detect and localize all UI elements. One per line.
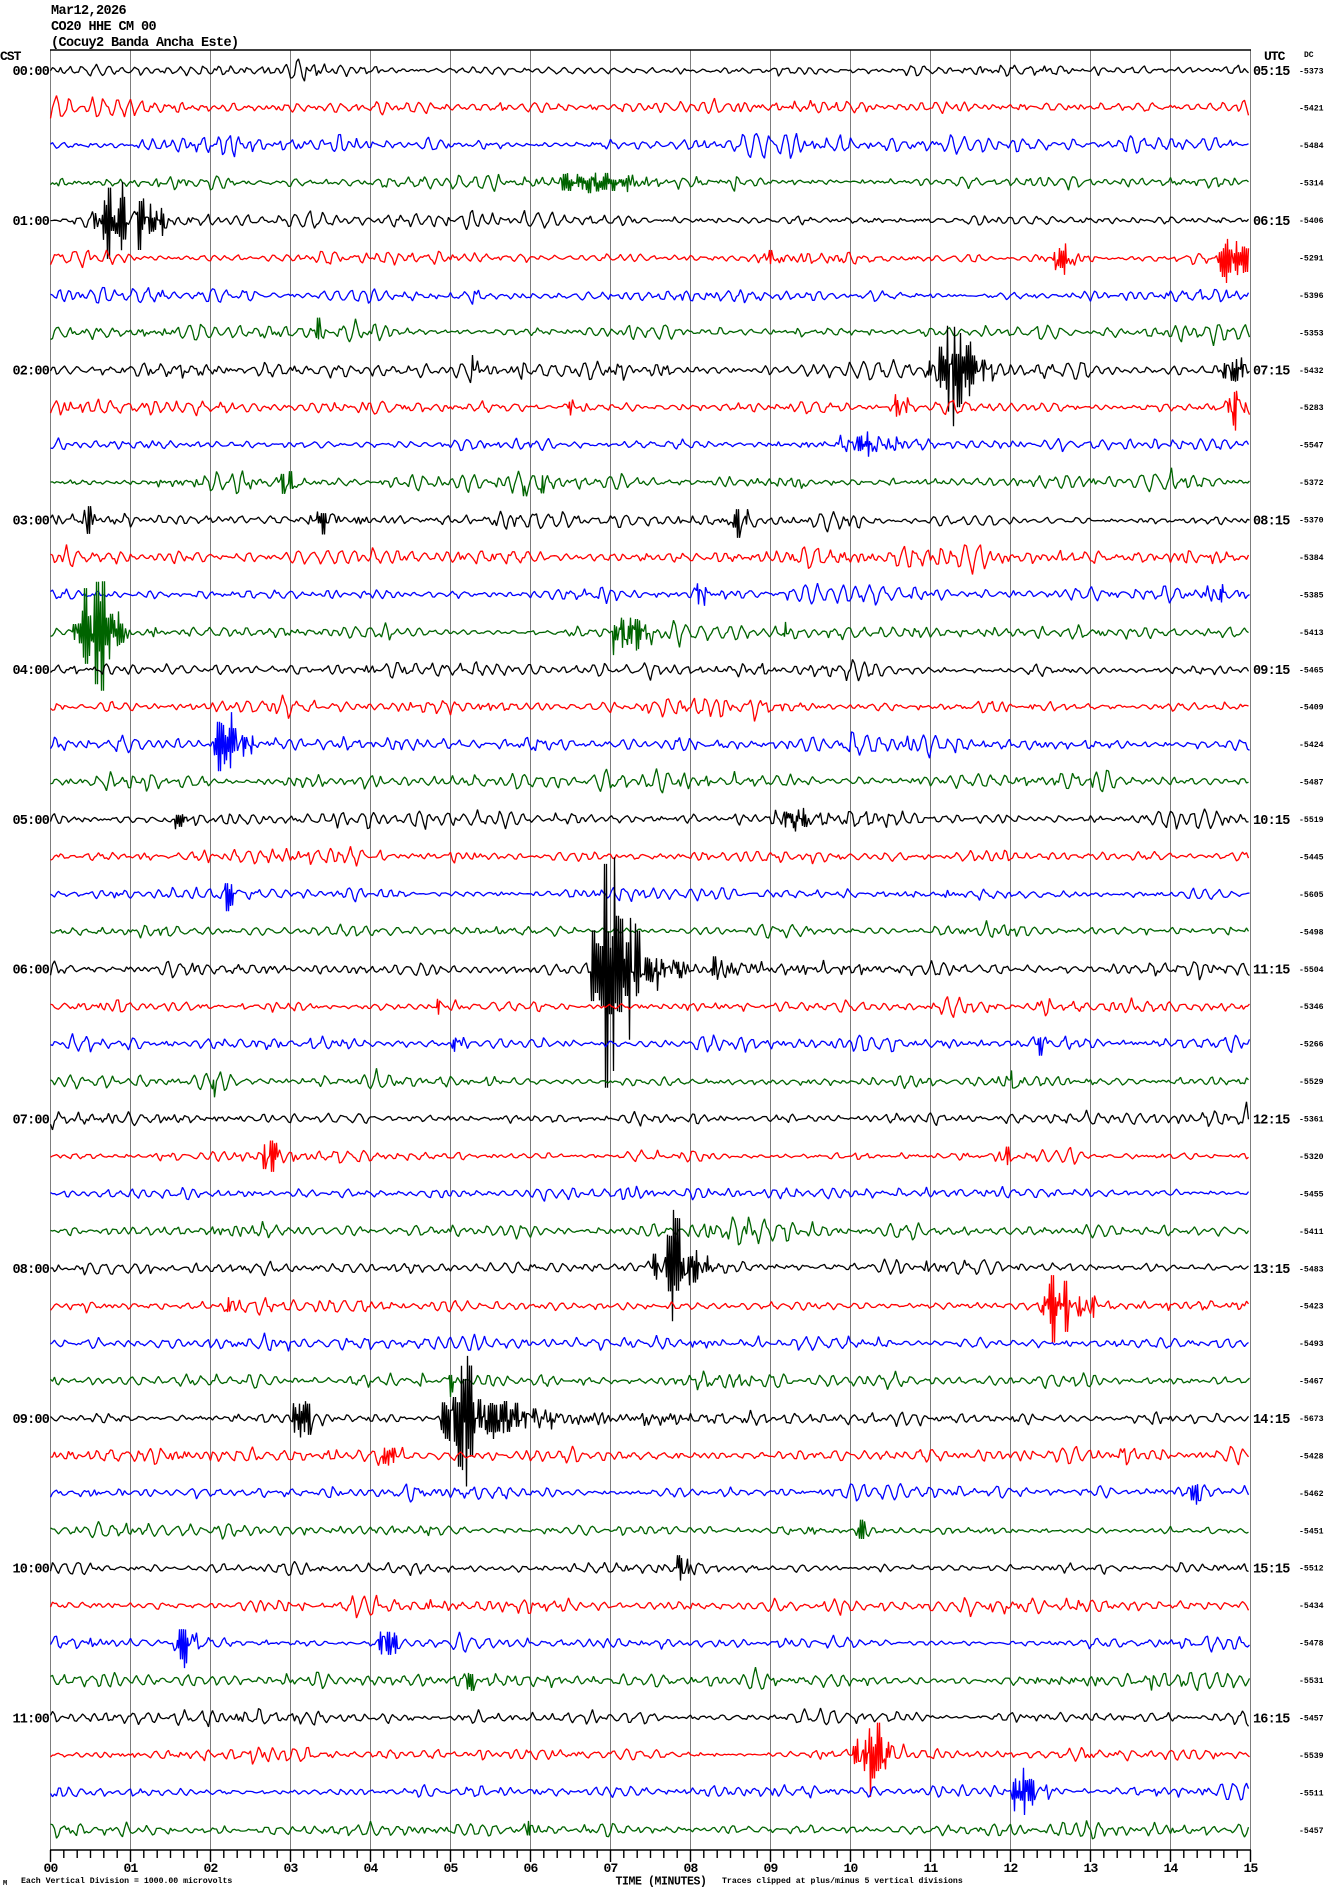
svg-text:-5370: -5370 — [1299, 517, 1324, 526]
svg-text:04:00: 04:00 — [12, 664, 49, 679]
svg-text:-5291: -5291 — [1299, 255, 1324, 264]
svg-text:06: 06 — [523, 1861, 538, 1876]
svg-text:-5483: -5483 — [1299, 1265, 1324, 1274]
svg-text:03: 03 — [283, 1861, 298, 1876]
svg-text:-5531: -5531 — [1299, 1677, 1324, 1686]
svg-text:-5457: -5457 — [1299, 1827, 1324, 1836]
svg-text:07:00: 07:00 — [12, 1113, 49, 1128]
svg-text:-5423: -5423 — [1299, 1303, 1324, 1312]
svg-text:-5673: -5673 — [1299, 1415, 1324, 1424]
svg-text:-5529: -5529 — [1299, 1078, 1324, 1087]
svg-text:08:00: 08:00 — [12, 1263, 49, 1278]
svg-text:09:15: 09:15 — [1253, 664, 1290, 679]
svg-text:05: 05 — [443, 1861, 458, 1876]
svg-text:08:15: 08:15 — [1253, 514, 1290, 529]
svg-text:-5512: -5512 — [1299, 1565, 1324, 1574]
svg-text:02:00: 02:00 — [12, 365, 49, 380]
svg-text:02: 02 — [203, 1861, 218, 1876]
svg-text:-5498: -5498 — [1299, 928, 1324, 937]
svg-text:-5396: -5396 — [1299, 292, 1324, 301]
svg-text:05:00: 05:00 — [12, 814, 49, 829]
svg-text:-5457: -5457 — [1299, 1715, 1324, 1724]
svg-text:04: 04 — [363, 1861, 378, 1876]
svg-text:-5406: -5406 — [1299, 217, 1324, 226]
svg-text:07:15: 07:15 — [1253, 365, 1290, 380]
svg-text:-5361: -5361 — [1299, 1116, 1324, 1125]
svg-text:-5462: -5462 — [1299, 1490, 1324, 1499]
svg-text:-5493: -5493 — [1299, 1340, 1324, 1349]
svg-text:09:00: 09:00 — [12, 1413, 49, 1428]
svg-text:-5478: -5478 — [1299, 1640, 1324, 1649]
svg-text:-5353: -5353 — [1299, 329, 1324, 338]
svg-text:-5428: -5428 — [1299, 1452, 1324, 1461]
svg-text:15:15: 15:15 — [1253, 1563, 1290, 1578]
svg-text:08: 08 — [683, 1861, 698, 1876]
svg-text:-5314: -5314 — [1299, 180, 1324, 189]
svg-text:-5409: -5409 — [1299, 704, 1324, 713]
svg-text:-5283: -5283 — [1299, 404, 1324, 413]
svg-text:11: 11 — [923, 1861, 938, 1876]
svg-text:05:15: 05:15 — [1253, 65, 1290, 80]
svg-text:11:15: 11:15 — [1253, 964, 1290, 979]
svg-text:-5445: -5445 — [1299, 854, 1324, 863]
svg-text:10: 10 — [843, 1861, 858, 1876]
svg-text:16:15: 16:15 — [1253, 1712, 1290, 1727]
svg-text:-5320: -5320 — [1299, 1153, 1324, 1162]
svg-text:15: 15 — [1243, 1861, 1258, 1876]
svg-text:CST: CST — [0, 49, 22, 64]
svg-text:14: 14 — [1163, 1861, 1178, 1876]
svg-text:06:15: 06:15 — [1253, 215, 1290, 230]
svg-text:(Cocuy2 Banda Ancha Este): (Cocuy2 Banda Ancha Este) — [51, 36, 239, 51]
svg-text:-5266: -5266 — [1299, 1041, 1324, 1050]
svg-text:11:00: 11:00 — [12, 1712, 49, 1727]
svg-text:12:15: 12:15 — [1253, 1113, 1290, 1128]
svg-text:-5384: -5384 — [1299, 554, 1324, 563]
svg-text:07: 07 — [603, 1861, 617, 1876]
svg-text:-5455: -5455 — [1299, 1190, 1324, 1199]
svg-text:-5372: -5372 — [1299, 479, 1324, 488]
svg-text:-5487: -5487 — [1299, 779, 1324, 788]
svg-text:UTC: UTC — [1264, 49, 1286, 64]
svg-text:14:15: 14:15 — [1253, 1413, 1290, 1428]
svg-text:00:00: 00:00 — [12, 65, 49, 80]
svg-text:01: 01 — [123, 1861, 138, 1876]
svg-text:-5411: -5411 — [1299, 1228, 1324, 1237]
svg-text:00: 00 — [43, 1861, 58, 1876]
svg-text:CO20 HHE CM 00: CO20 HHE CM 00 — [51, 20, 157, 35]
svg-text:01:00: 01:00 — [12, 215, 49, 230]
svg-text:-5504: -5504 — [1299, 966, 1324, 975]
svg-text:09: 09 — [763, 1861, 778, 1876]
svg-text:12: 12 — [1003, 1861, 1018, 1876]
svg-text:-5385: -5385 — [1299, 591, 1324, 600]
svg-text:Traces clipped at plus/minus 5: Traces clipped at plus/minus 5 vertical … — [722, 1876, 963, 1886]
svg-text:DC: DC — [1304, 51, 1314, 60]
svg-text:-5511: -5511 — [1299, 1789, 1324, 1798]
svg-text:-5434: -5434 — [1299, 1602, 1324, 1611]
svg-text:-5484: -5484 — [1299, 142, 1324, 151]
svg-text:-5519: -5519 — [1299, 816, 1324, 825]
svg-text:-5451: -5451 — [1299, 1527, 1324, 1536]
svg-text:03:00: 03:00 — [12, 514, 49, 529]
svg-text:Mar12,2026: Mar12,2026 — [51, 4, 127, 19]
svg-text:-5539: -5539 — [1299, 1752, 1324, 1761]
svg-text:TIME (MINUTES): TIME (MINUTES) — [615, 1876, 706, 1889]
svg-text:M: M — [3, 1880, 7, 1888]
svg-text:-5467: -5467 — [1299, 1378, 1324, 1387]
svg-text:13:15: 13:15 — [1253, 1263, 1290, 1278]
svg-text:13: 13 — [1083, 1861, 1098, 1876]
svg-text:-5373: -5373 — [1299, 67, 1324, 76]
svg-text:06:00: 06:00 — [12, 964, 49, 979]
svg-text:-5605: -5605 — [1299, 891, 1324, 900]
svg-text:-5547: -5547 — [1299, 442, 1324, 451]
svg-text:-5421: -5421 — [1299, 105, 1324, 114]
svg-text:-5465: -5465 — [1299, 666, 1324, 675]
svg-text:10:15: 10:15 — [1253, 814, 1290, 829]
svg-text:-5346: -5346 — [1299, 1003, 1324, 1012]
svg-text:-5432: -5432 — [1299, 367, 1324, 376]
svg-text:-5413: -5413 — [1299, 629, 1324, 638]
svg-text:-5424: -5424 — [1299, 741, 1324, 750]
svg-text:Each Vertical Division = 1000.: Each Vertical Division = 1000.00 microvo… — [21, 1876, 232, 1886]
svg-text:10:00: 10:00 — [12, 1563, 49, 1578]
